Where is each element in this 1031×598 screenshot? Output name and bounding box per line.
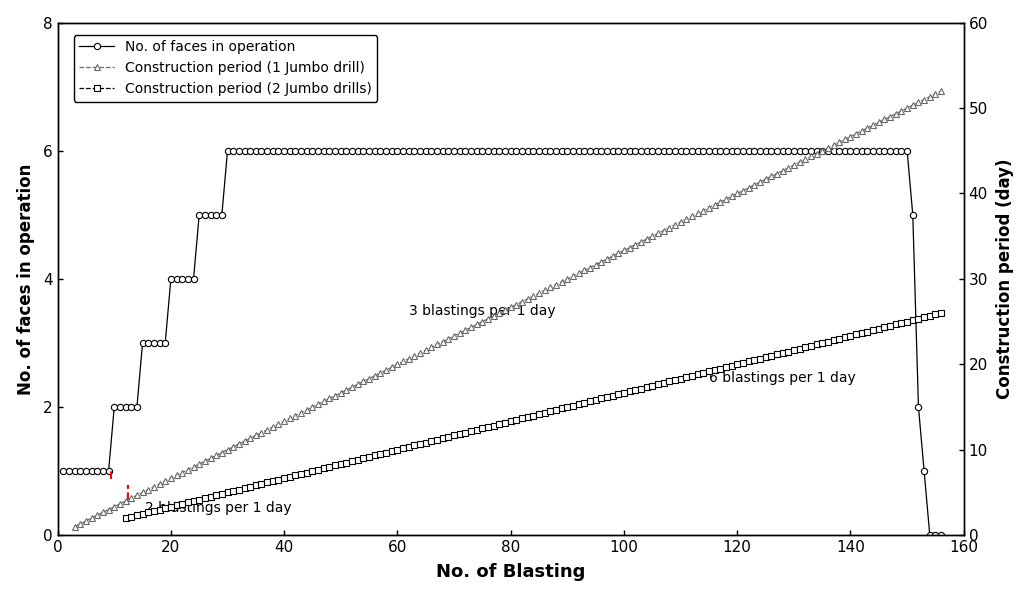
No. of faces in operation — [584, 147, 596, 154]
Line: Construction period (2 Jumbo drills): Construction period (2 Jumbo drills) — [122, 310, 944, 521]
Y-axis label: No. of faces in operation: No. of faces in operation — [16, 163, 35, 395]
Construction period (1 Jumbo drill) — [618, 247, 630, 254]
No. of faces in operation — [284, 147, 296, 154]
No. of faces in operation — [935, 532, 947, 539]
Construction period (1 Jumbo drill) — [714, 199, 727, 206]
Construction period (2 Jumbo drills) — [760, 353, 772, 361]
Text: 2 blastings per 1 day: 2 blastings per 1 day — [145, 501, 292, 515]
No. of faces in operation — [391, 147, 403, 154]
Line: No. of faces in operation: No. of faces in operation — [60, 148, 944, 538]
No. of faces in operation — [222, 147, 234, 154]
Text: 6 blastings per 1 day: 6 blastings per 1 day — [709, 371, 856, 385]
Construction period (1 Jumbo drill) — [776, 167, 789, 174]
Construction period (2 Jumbo drills) — [159, 505, 171, 512]
Construction period (1 Jumbo drill) — [374, 370, 387, 377]
Construction period (2 Jumbo drills) — [120, 514, 132, 521]
No. of faces in operation — [57, 468, 69, 475]
Construction period (2 Jumbo drills) — [737, 359, 750, 367]
Construction period (2 Jumbo drills) — [935, 310, 947, 317]
No. of faces in operation — [669, 147, 681, 154]
Legend: No. of faces in operation, Construction period (1 Jumbo drill), Construction per: No. of faces in operation, Construction … — [73, 35, 377, 102]
No. of faces in operation — [771, 147, 784, 154]
X-axis label: No. of Blasting: No. of Blasting — [436, 563, 586, 581]
Text: 3 blastings per 1 day: 3 blastings per 1 day — [408, 304, 556, 318]
No. of faces in operation — [924, 532, 936, 539]
Line: Construction period (1 Jumbo drill): Construction period (1 Jumbo drill) — [71, 87, 944, 530]
Construction period (1 Jumbo drill) — [68, 523, 80, 530]
Construction period (2 Jumbo drills) — [125, 513, 137, 520]
Construction period (2 Jumbo drills) — [878, 324, 891, 331]
Construction period (1 Jumbo drill) — [368, 372, 380, 379]
Construction period (2 Jumbo drills) — [590, 396, 602, 404]
Construction period (1 Jumbo drill) — [935, 87, 947, 94]
Y-axis label: Construction period (day): Construction period (day) — [996, 158, 1015, 399]
No. of faces in operation — [425, 147, 437, 154]
Construction period (1 Jumbo drill) — [810, 150, 823, 157]
